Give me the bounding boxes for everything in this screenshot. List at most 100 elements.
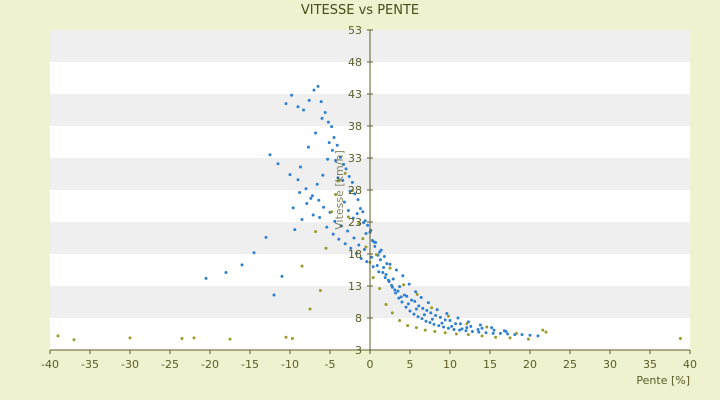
- data-point: [333, 219, 337, 223]
- data-point: [318, 216, 322, 220]
- data-point: [394, 291, 398, 295]
- data-point: [56, 334, 60, 338]
- data-point: [430, 306, 434, 310]
- data-point: [470, 329, 474, 333]
- data-point: [319, 100, 323, 104]
- data-point: [128, 336, 132, 340]
- y-tick-label: 53: [348, 24, 362, 37]
- x-tick-label: 0: [367, 358, 374, 371]
- data-point: [323, 111, 327, 115]
- data-point: [224, 271, 228, 275]
- data-point: [334, 159, 338, 163]
- data-point: [311, 213, 315, 217]
- data-point: [448, 319, 452, 323]
- data-point: [344, 167, 348, 171]
- data-point: [426, 301, 430, 305]
- data-point: [337, 237, 341, 241]
- data-point: [465, 322, 469, 326]
- data-point: [370, 255, 374, 259]
- data-point: [296, 105, 300, 109]
- data-point: [415, 292, 419, 296]
- data-point: [396, 289, 400, 293]
- data-point: [371, 276, 375, 280]
- data-point: [419, 296, 423, 300]
- data-point: [343, 242, 347, 246]
- x-tick-label: 25: [563, 358, 577, 371]
- data-point: [402, 293, 406, 297]
- data-point: [440, 321, 444, 325]
- data-point: [280, 274, 284, 278]
- x-tick-label: 15: [483, 358, 497, 371]
- data-point: [354, 251, 358, 255]
- data-point: [414, 326, 418, 330]
- data-point: [357, 243, 361, 247]
- data-point: [351, 216, 355, 220]
- data-point: [382, 265, 386, 269]
- data-point: [400, 300, 404, 304]
- y-tick-label: 3: [355, 344, 362, 357]
- data-point: [321, 173, 325, 177]
- data-point: [414, 307, 418, 311]
- data-point: [498, 331, 502, 335]
- data-point: [375, 264, 379, 268]
- data-point: [338, 155, 342, 159]
- data-point: [494, 335, 498, 339]
- data-point: [446, 326, 450, 330]
- data-point: [308, 307, 312, 311]
- data-point: [373, 244, 377, 248]
- data-point: [437, 324, 441, 328]
- data-point: [434, 313, 438, 317]
- data-point: [408, 309, 412, 313]
- data-point: [460, 327, 464, 331]
- data-point: [304, 187, 308, 191]
- y-tick-label: 23: [348, 216, 362, 229]
- data-point: [383, 276, 387, 280]
- data-point: [341, 178, 345, 182]
- data-point: [423, 328, 427, 332]
- x-axis-ticks: -40 -35 -30 -25 -20 -15 -10 -5 0 5 10 15 20 25 30 35 40: [41, 350, 697, 371]
- data-point: [678, 336, 682, 340]
- data-point: [355, 212, 359, 216]
- data-point: [310, 194, 314, 198]
- data-point: [204, 276, 208, 280]
- data-point: [382, 255, 386, 259]
- data-point: [315, 182, 319, 186]
- data-point: [349, 246, 353, 250]
- x-tick-label: 5: [407, 358, 414, 371]
- data-point: [346, 208, 350, 212]
- chart-title: VITESSE vs PENTE: [301, 3, 419, 18]
- data-point: [332, 136, 336, 140]
- data-point: [454, 322, 458, 326]
- data-point: [490, 326, 494, 330]
- y-tick-label: 38: [348, 120, 362, 133]
- data-point: [372, 240, 376, 244]
- data-point: [452, 328, 456, 332]
- data-point: [469, 324, 473, 328]
- data-point: [320, 116, 324, 120]
- data-point: [335, 143, 339, 147]
- data-point: [406, 302, 410, 306]
- data-point: [384, 303, 388, 307]
- data-point: [520, 333, 524, 337]
- data-point: [316, 84, 320, 88]
- data-point: [276, 162, 280, 166]
- data-point: [290, 336, 294, 340]
- data-point: [443, 318, 447, 322]
- data-point: [406, 324, 410, 328]
- data-point: [466, 333, 470, 337]
- data-point: [272, 293, 276, 297]
- data-point: [356, 198, 360, 202]
- data-point: [377, 270, 381, 274]
- data-points: [56, 84, 682, 342]
- data-point: [536, 334, 540, 338]
- data-point: [390, 283, 394, 287]
- data-point: [364, 245, 368, 249]
- data-point: [416, 315, 420, 319]
- data-point: [307, 98, 311, 102]
- data-point: [342, 162, 346, 166]
- x-axis-label: Pente [%]: [636, 374, 690, 387]
- data-point: [454, 332, 458, 336]
- data-point: [388, 262, 392, 266]
- data-point: [192, 336, 196, 340]
- data-point: [381, 271, 385, 275]
